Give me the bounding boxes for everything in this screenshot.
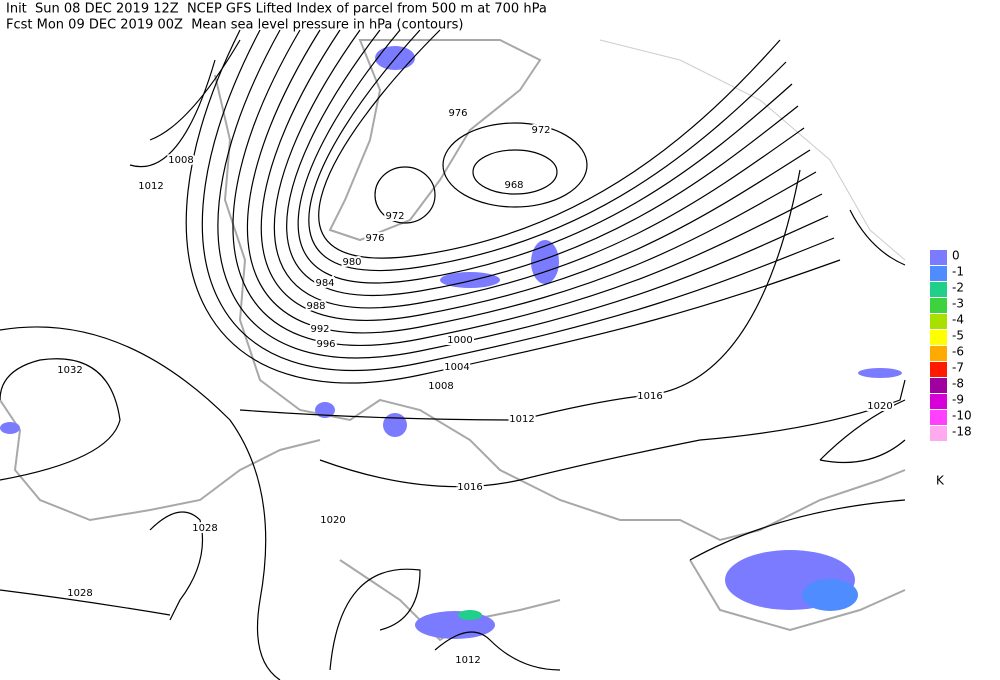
isobar [319,379,906,488]
legend-label: -7 [952,361,964,375]
isobar [374,166,436,224]
isobar [434,631,561,671]
contour-label: 1028 [67,588,92,599]
contour-label: 1008 [428,381,453,392]
legend-swatch [930,362,947,377]
legend-unit: K [936,474,945,488]
legend-label: -10 [952,409,972,423]
isobar [201,29,835,372]
contour-label: 1008 [168,155,193,166]
contour-label: 968 [504,180,523,191]
legend-swatch [930,394,947,409]
isobar [318,29,781,259]
isobar [0,326,281,680]
isobar [239,169,801,421]
coast [0,399,321,522]
legend-label: -18 [952,425,972,439]
legend-label: -5 [952,329,964,343]
isobar [149,511,204,621]
contour-label: 1016 [637,391,662,402]
isobar [472,149,558,195]
isobar [129,59,216,168]
isobar [260,29,811,321]
isobar [286,29,799,296]
contour-label: 1016 [457,482,482,493]
contour-label: 1000 [447,335,472,346]
isobar [273,29,805,309]
isobar [442,122,588,208]
isobar [232,29,823,346]
isobar [297,29,793,284]
contour-label: 980 [342,257,361,268]
legend-swatch [930,266,947,281]
border [599,39,906,261]
contour-label: 972 [385,211,404,222]
contour-label: 976 [448,108,467,119]
contour-label: 1012 [455,655,480,666]
isobar [0,358,121,481]
legend-label: -3 [952,297,964,311]
isobar [185,29,841,384]
contour-label: 1012 [509,414,534,425]
legend-swatch [930,330,947,345]
legend-swatch [930,346,947,361]
isobar [308,29,787,272]
legend-label: -4 [952,313,964,327]
contour-label: 972 [531,125,550,136]
contour-label: 992 [310,324,329,335]
legend-label: -1 [952,265,964,279]
isobar [217,29,829,359]
legend-swatch [930,426,947,441]
contour-label: 1004 [444,362,469,373]
isobars [0,29,906,680]
contour-label: 984 [315,278,334,289]
header-line: Init Sun 08 DEC 2019 12Z NCEP GFS Lifted… [6,2,547,17]
li-area [315,402,335,418]
li-area [858,368,902,378]
contour-label: 996 [316,339,335,350]
li-area [458,610,482,620]
legend-swatch [930,250,947,265]
legend-label: 0 [952,249,960,263]
isobar [149,39,241,141]
isobar [849,209,906,266]
legend-label: -8 [952,377,964,391]
legend-label: -6 [952,345,964,359]
coast [328,39,542,242]
li-area [0,422,20,434]
isobar [819,399,906,464]
legend-swatch [930,282,947,297]
legend-swatch [930,410,947,425]
isobar [329,568,421,671]
legend-label: -9 [952,393,964,407]
li-area [383,413,407,437]
contour-label: 1020 [867,401,892,412]
legend: 0 -1 -2 -3 -4 -5 -6 -7 -8 -9 -10 -18 K [930,249,972,488]
li-area [531,240,559,284]
contour-label: 1028 [192,523,217,534]
legend-swatch [930,314,947,329]
contour-label: 976 [365,233,384,244]
isobar [0,589,171,616]
contour-label: 988 [306,301,325,312]
contour-label: 1020 [320,515,345,526]
coast [689,559,906,632]
legend-label: -2 [952,281,964,295]
legend-swatch [930,378,947,393]
header-line: Fcst Mon 09 DEC 2019 00Z Mean sea level … [6,18,463,33]
legend-swatch [930,298,947,313]
contour-label: 1012 [138,181,163,192]
contour-label: 1032 [57,365,82,376]
isobar [689,499,906,561]
isobar [247,29,817,334]
li-area [802,579,858,611]
